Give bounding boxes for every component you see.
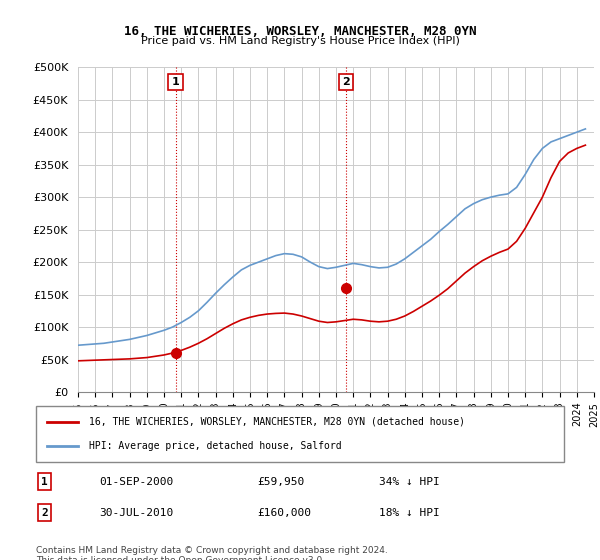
Text: HPI: Average price, detached house, Salford: HPI: Average price, detached house, Salf… <box>89 441 341 451</box>
Text: 2: 2 <box>41 508 48 517</box>
Text: 16, THE WICHERIES, WORSLEY, MANCHESTER, M28 0YN (detached house): 16, THE WICHERIES, WORSLEY, MANCHESTER, … <box>89 417 465 427</box>
Text: Price paid vs. HM Land Registry's House Price Index (HPI): Price paid vs. HM Land Registry's House … <box>140 36 460 46</box>
Text: 16, THE WICHERIES, WORSLEY, MANCHESTER, M28 0YN: 16, THE WICHERIES, WORSLEY, MANCHESTER, … <box>124 25 476 38</box>
Text: 18% ↓ HPI: 18% ↓ HPI <box>379 508 440 517</box>
Text: 2: 2 <box>342 77 350 87</box>
Text: 01-SEP-2000: 01-SEP-2000 <box>100 477 173 487</box>
Text: £59,950: £59,950 <box>258 477 305 487</box>
Text: 34% ↓ HPI: 34% ↓ HPI <box>379 477 440 487</box>
Text: 1: 1 <box>41 477 48 487</box>
FancyBboxPatch shape <box>36 406 564 462</box>
Text: £160,000: £160,000 <box>258 508 312 517</box>
Text: 1: 1 <box>172 77 179 87</box>
Text: 30-JUL-2010: 30-JUL-2010 <box>100 508 173 517</box>
Text: Contains HM Land Registry data © Crown copyright and database right 2024.
This d: Contains HM Land Registry data © Crown c… <box>36 546 388 560</box>
